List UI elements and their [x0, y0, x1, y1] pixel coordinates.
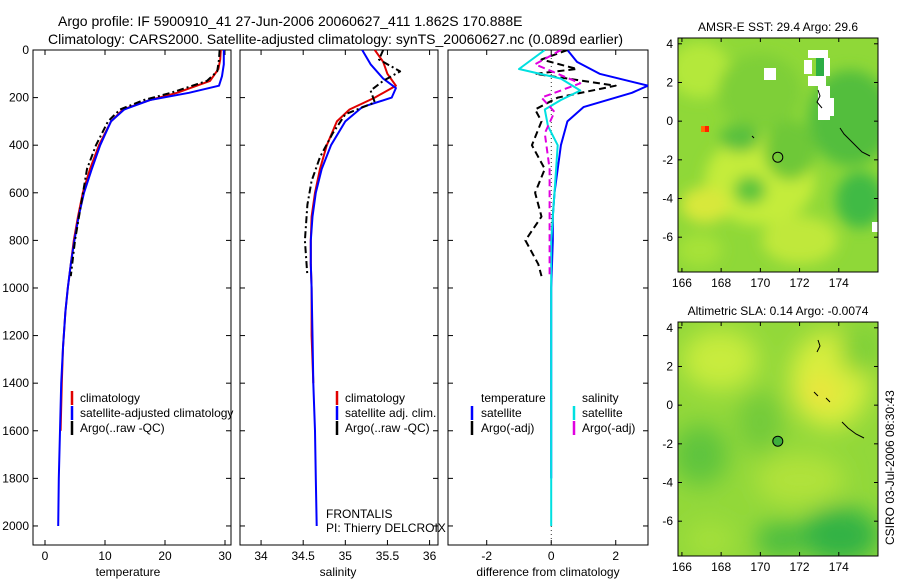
- project-label: FRONTALIS: [326, 507, 392, 521]
- temperature-panel-frame: [32, 49, 232, 546]
- difference-panel-frame: [447, 49, 649, 546]
- figure-title-line2: Climatology: CARS2000. Satellite-adjuste…: [48, 31, 623, 47]
- sst-map-field: [678, 38, 878, 272]
- pi-label: PI: Thierry DELCROIX: [326, 521, 446, 535]
- salinity-xlabel: salinity: [320, 565, 357, 579]
- y-tick-label: 1000: [2, 281, 29, 295]
- legend-label-climatology: climatology: [345, 391, 405, 405]
- difference-series: [518, 50, 648, 526]
- y-tick-label: 0: [666, 114, 673, 128]
- x-tick-label: 30: [218, 549, 232, 563]
- x-tick-label: -2: [481, 549, 492, 563]
- x-tick-label: 172: [790, 276, 810, 290]
- sla-argo-marker: [772, 435, 784, 447]
- salinity-series: [303, 50, 402, 527]
- y-tick-label: 0: [22, 43, 29, 57]
- x-tick-label: 0: [548, 549, 555, 563]
- x-tick-label: 166: [672, 560, 692, 574]
- series-line-climatology: [59, 50, 222, 431]
- temperature-xlabel: temperature: [96, 565, 161, 579]
- x-tick-label: 10: [98, 549, 112, 563]
- salinity-axes: 34 34.5 35 35.5 36: [240, 49, 438, 563]
- y-tick-label: 4: [666, 321, 673, 335]
- x-tick-label: 36: [423, 549, 437, 563]
- y-tick-label: 200: [9, 91, 29, 105]
- sst-map-axes: 166 168 170 172 174 -6 -4 -2 0 2 4: [662, 37, 878, 290]
- sst-map-frame: [677, 37, 879, 273]
- sla-map-axes: 166 168 170 172 174 -6 -4 -2 0 2 4: [662, 321, 878, 574]
- x-tick-label: 20: [158, 549, 172, 563]
- x-tick-label: 34.5: [292, 549, 316, 563]
- x-tick-label: 34: [254, 549, 268, 563]
- legend-title-temperature: temperature: [481, 391, 546, 405]
- legend-label-temp-satellite: satellite: [481, 406, 522, 420]
- y-tick-label: 600: [9, 186, 29, 200]
- y-tick-label: -6: [662, 230, 673, 244]
- y-tick-label: -6: [662, 514, 673, 528]
- sst-map-title: AMSR-E SST: 29.4 Argo: 29.6: [698, 20, 858, 34]
- x-tick-label: 174: [829, 276, 849, 290]
- temperature-series: [57, 50, 225, 527]
- y-tick-label: 0: [666, 398, 673, 412]
- x-tick-label: 174: [829, 560, 849, 574]
- y-tick-label: -4: [662, 476, 673, 490]
- x-tick-label: 0: [42, 549, 49, 563]
- difference-legend: temperature satellite Argo(-adj) salinit…: [470, 391, 635, 435]
- salinity-legend: climatology satellite adj. clim. Argo(..…: [335, 391, 436, 435]
- series-line-argo-adj-: [524, 50, 617, 277]
- y-tick-label: 1800: [2, 471, 29, 485]
- series-line-satellite-adj-clim-: [309, 50, 397, 527]
- legend-title-salinity: salinity: [582, 391, 619, 405]
- temperature-axes: 0 10 20 30 0 200 400 600 800 1000 1200 1400 1600 1800…: [2, 43, 232, 563]
- y-tick-label: 1400: [2, 376, 29, 390]
- y-tick-label: 400: [9, 138, 29, 152]
- y-tick-label: -4: [662, 192, 673, 206]
- legend-label-satellite: satellite adj. clim.: [345, 406, 436, 420]
- x-tick-label: 2: [612, 549, 619, 563]
- x-tick-label: 166: [672, 276, 692, 290]
- sla-map-frame: [677, 321, 879, 557]
- legend-label-sal-argo: Argo(-adj): [582, 421, 635, 435]
- legend-label-sal-satellite: satellite: [582, 406, 623, 420]
- x-tick-label: 35.5: [376, 549, 400, 563]
- legend-label-temp-argo: Argo(-adj): [481, 421, 534, 435]
- y-tick-label: -2: [662, 153, 673, 167]
- series-line-satellite: [518, 50, 582, 526]
- x-tick-label: 168: [711, 276, 731, 290]
- legend-label-satellite: satellite-adjusted climatology: [80, 406, 233, 420]
- legend-label-argo: Argo(..raw -QC): [345, 421, 430, 435]
- x-tick-label: 35: [339, 549, 353, 563]
- credit-label: CSIRO 03-Jul-2006 08:30:43: [883, 390, 897, 545]
- temperature-legend: climatology satellite-adjusted climatolo…: [70, 391, 233, 435]
- difference-xlabel: difference from climatology: [476, 565, 619, 579]
- difference-axes: -2 0 2: [448, 49, 648, 563]
- y-tick-label: 800: [9, 233, 29, 247]
- y-tick-label: -2: [662, 437, 673, 451]
- y-tick-label: 1200: [2, 329, 29, 343]
- legend-label-argo: Argo(..raw -QC): [80, 421, 165, 435]
- x-tick-label: 168: [711, 560, 731, 574]
- series-line-argo-adj-: [534, 50, 582, 277]
- sla-map-title: Altimetric SLA: 0.14 Argo: -0.0074: [688, 304, 869, 318]
- y-tick-label: 4: [666, 37, 673, 51]
- y-tick-label: 2000: [2, 519, 29, 533]
- salinity-panel-frame: [239, 49, 439, 546]
- y-tick-label: 1600: [2, 424, 29, 438]
- y-tick-label: 2: [666, 75, 673, 89]
- series-line-argo-raw-qc-: [303, 50, 402, 277]
- sst-argo-marker: [772, 151, 784, 163]
- x-tick-label: 170: [750, 276, 770, 290]
- series-line-satellite-adjusted-climatology: [57, 50, 225, 527]
- y-tick-label: 2: [666, 359, 673, 373]
- x-tick-label: 170: [750, 560, 770, 574]
- series-line-argo-raw-qc-: [69, 50, 221, 277]
- figure-title-line1: Argo profile: IF 5900910_41 27-Jun-2006 …: [58, 13, 522, 29]
- x-tick-label: 172: [790, 560, 810, 574]
- legend-label-climatology: climatology: [80, 391, 140, 405]
